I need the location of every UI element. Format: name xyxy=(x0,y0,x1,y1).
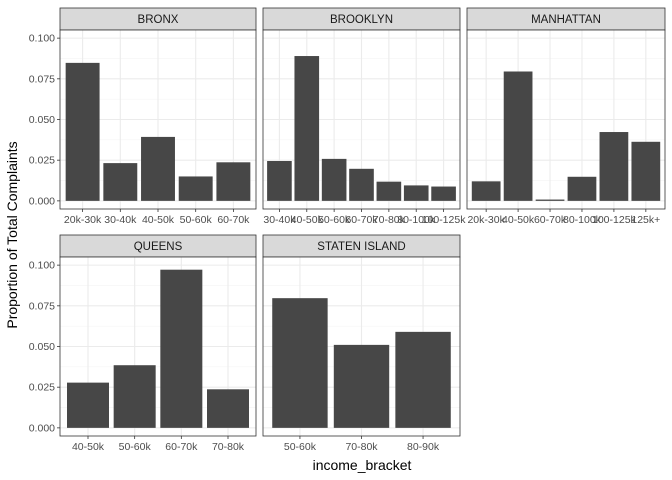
x-tick-label: 100-125k xyxy=(592,214,637,226)
y-tick-label: 0.000 xyxy=(29,195,55,207)
x-tick-label: 125k+ xyxy=(631,214,660,226)
y-tick-label: 0.025 xyxy=(29,155,55,167)
x-tick-label: 50-60k xyxy=(180,214,213,226)
bar-manhattan-80-100k xyxy=(567,176,597,201)
bar-brooklyn-80-100k xyxy=(403,185,429,201)
panel-border-bronx xyxy=(59,29,257,210)
x-tick-label: 20k-30k xyxy=(467,214,505,226)
bar-queens-40-50k xyxy=(67,382,109,428)
bar-bronx-50-60k xyxy=(178,176,213,201)
x-tick-label: 60-70k xyxy=(165,441,198,453)
x-tick-label: 40-50k xyxy=(502,214,535,226)
x-tick-label: 70-80k xyxy=(373,214,406,226)
x-tick-label: 30-40k xyxy=(263,214,296,226)
panel-border-brooklyn xyxy=(262,29,461,210)
facet-title-bronx: BRONX xyxy=(138,14,179,26)
x-tick-label: 60-70k xyxy=(534,214,567,226)
bar-manhattan-20k-30k xyxy=(471,181,501,201)
y-tick-label: 0.050 xyxy=(29,341,55,353)
bar-queens-50-60k xyxy=(113,365,156,428)
bar-brooklyn-60-70k xyxy=(349,168,374,201)
panel-border-staten-island xyxy=(262,256,461,437)
x-tick-label: 50-60k xyxy=(119,441,152,453)
x-tick-label: 40-50k xyxy=(291,214,324,226)
y-tick-label: 0.075 xyxy=(29,73,55,85)
x-tick-label: 50-60k xyxy=(284,441,317,453)
bar-queens-60-70k xyxy=(160,269,203,428)
x-tick-label: 80-100k xyxy=(397,214,436,226)
bar-brooklyn-30-40k xyxy=(267,160,292,201)
x-tick-label: 100-125k xyxy=(422,214,467,226)
bar-brooklyn-40-50k xyxy=(294,56,320,201)
x-tick-label: 60-70k xyxy=(217,214,250,226)
x-axis-title: income_bracket xyxy=(313,457,412,473)
bar-manhattan-60-70k xyxy=(535,199,565,201)
y-tick-label: 0.000 xyxy=(29,422,55,434)
panel-border-queens xyxy=(59,256,257,437)
bar-staten-island-70-80k xyxy=(333,344,390,428)
panel-border-manhattan xyxy=(466,29,666,210)
bar-staten-island-50-60k xyxy=(272,298,328,428)
x-tick-label: 30-40k xyxy=(104,214,137,226)
y-tick-label: 0.100 xyxy=(29,33,55,45)
y-tick-label: 0.100 xyxy=(29,260,55,272)
bar-manhattan-40-50k xyxy=(503,71,533,201)
y-axis-title: Proportion of Total Complaints xyxy=(4,141,20,328)
bar-bronx-20k-30k xyxy=(65,62,100,201)
bar-brooklyn-100-125k xyxy=(431,186,456,201)
y-tick-label: 0.075 xyxy=(29,300,55,312)
facet-title-staten-island: STATEN ISLAND xyxy=(317,241,405,253)
x-tick-label: 80-100k xyxy=(563,214,602,226)
bar-staten-island-80-90k xyxy=(395,331,451,428)
bar-manhattan-100-125k xyxy=(599,132,629,201)
x-tick-label: 20k-30k xyxy=(64,214,102,226)
x-tick-label: 80-90k xyxy=(407,441,440,453)
bar-bronx-60-70k xyxy=(216,162,251,201)
bar-bronx-30-40k xyxy=(103,163,138,201)
x-tick-label: 60-70k xyxy=(345,214,378,226)
x-tick-label: 40-50k xyxy=(142,214,175,226)
y-tick-label: 0.050 xyxy=(29,114,55,126)
facet-title-brooklyn: BROOKLYN xyxy=(330,14,393,26)
facet-title-manhattan: MANHATTAN xyxy=(531,14,601,26)
bar-bronx-40-50k xyxy=(141,136,175,201)
x-tick-label: 40-50k xyxy=(72,441,105,453)
y-tick-label: 0.025 xyxy=(29,382,55,394)
bar-manhattan-125k+ xyxy=(631,141,661,201)
x-tick-label: 70-80k xyxy=(345,441,378,453)
bar-queens-70-80k xyxy=(207,389,249,428)
x-tick-label: 50-60k xyxy=(318,214,351,226)
bar-brooklyn-70-80k xyxy=(376,181,402,201)
facet-title-queens: QUEENS xyxy=(134,241,183,253)
x-tick-label: 70-80k xyxy=(212,441,245,453)
bar-brooklyn-50-60k xyxy=(321,158,347,201)
